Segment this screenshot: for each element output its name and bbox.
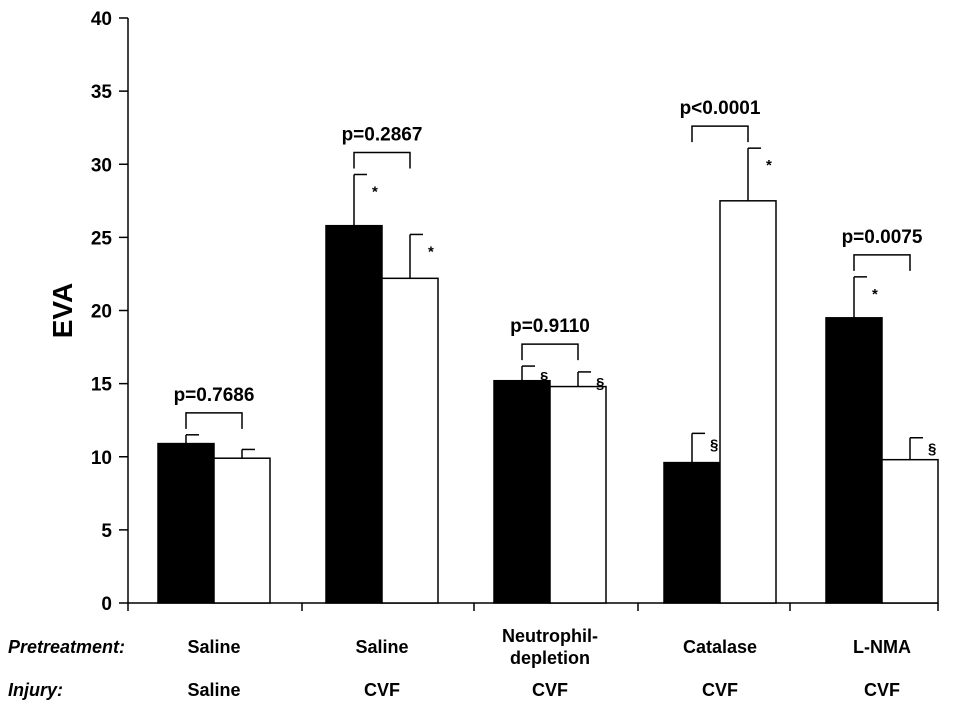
significance-marker: *	[766, 157, 772, 174]
y-tick-label: 5	[101, 521, 112, 542]
bar	[881, 458, 939, 604]
bar	[213, 457, 271, 604]
injury-row-header: Injury:	[8, 680, 63, 700]
significance-marker: *	[872, 286, 878, 303]
axes: 0 5 10 15 20 25 30 35 40 EVA	[47, 9, 939, 615]
bars	[157, 147, 939, 604]
significance-marker: *	[372, 183, 378, 200]
y-tick-label: 30	[91, 155, 112, 176]
y-tick-label: 40	[91, 9, 112, 30]
comparison-bracket	[521, 343, 579, 361]
pretreatment-label: L-NMA	[853, 637, 911, 657]
injury-label: Saline	[187, 680, 240, 700]
p-value-label: p=0.7686	[174, 385, 255, 406]
y-tick-label: 0	[101, 594, 112, 615]
significance-marker: *	[428, 243, 434, 260]
comparison-bracket	[691, 125, 749, 143]
bar	[157, 442, 215, 604]
bar	[549, 385, 607, 604]
bar	[663, 461, 721, 604]
bar	[719, 200, 777, 604]
bar	[325, 224, 383, 604]
injury-label: CVF	[702, 680, 738, 700]
pretreatment-label: Saline	[187, 637, 240, 657]
significance-marker: §	[540, 369, 548, 386]
injury-label: CVF	[364, 680, 400, 700]
comparison-bracket	[353, 151, 411, 169]
injury-label: CVF	[532, 680, 568, 700]
bar	[825, 317, 883, 604]
pretreatment-label: depletion	[510, 648, 590, 668]
annotations: p=0.7686 * * p=0.2867 § § p=0.9110 § * p<0.0001 * §…	[174, 98, 937, 458]
injury-label: CVF	[864, 680, 900, 700]
y-tick-label: 10	[91, 448, 112, 469]
significance-marker: §	[710, 436, 718, 453]
p-value-label: p=0.2867	[342, 124, 423, 145]
bar	[493, 379, 551, 604]
pretreatment-row-header: Pretreatment:	[8, 637, 125, 657]
y-tick-label: 35	[91, 82, 113, 103]
significance-marker: §	[928, 441, 936, 458]
x-category-labels: Saline Saline Saline CVF Neutrophil-depletio…	[8, 626, 911, 700]
pretreatment-label: Neutrophil-	[502, 626, 598, 646]
y-tick-label: 20	[91, 302, 112, 323]
p-value-label: p=0.0075	[842, 227, 923, 248]
p-value-label: p<0.0001	[680, 98, 761, 119]
significance-marker: §	[596, 375, 604, 392]
y-tick-label: 25	[91, 228, 113, 249]
comparison-bracket	[853, 254, 911, 271]
comparison-bracket	[185, 412, 243, 429]
pretreatment-label: Catalase	[683, 637, 757, 657]
p-value-label: p=0.9110	[510, 316, 590, 337]
y-tick-label: 15	[91, 375, 113, 396]
pretreatment-label: Saline	[355, 637, 408, 657]
bar	[381, 277, 439, 604]
y-axis-label: EVA	[47, 283, 78, 339]
